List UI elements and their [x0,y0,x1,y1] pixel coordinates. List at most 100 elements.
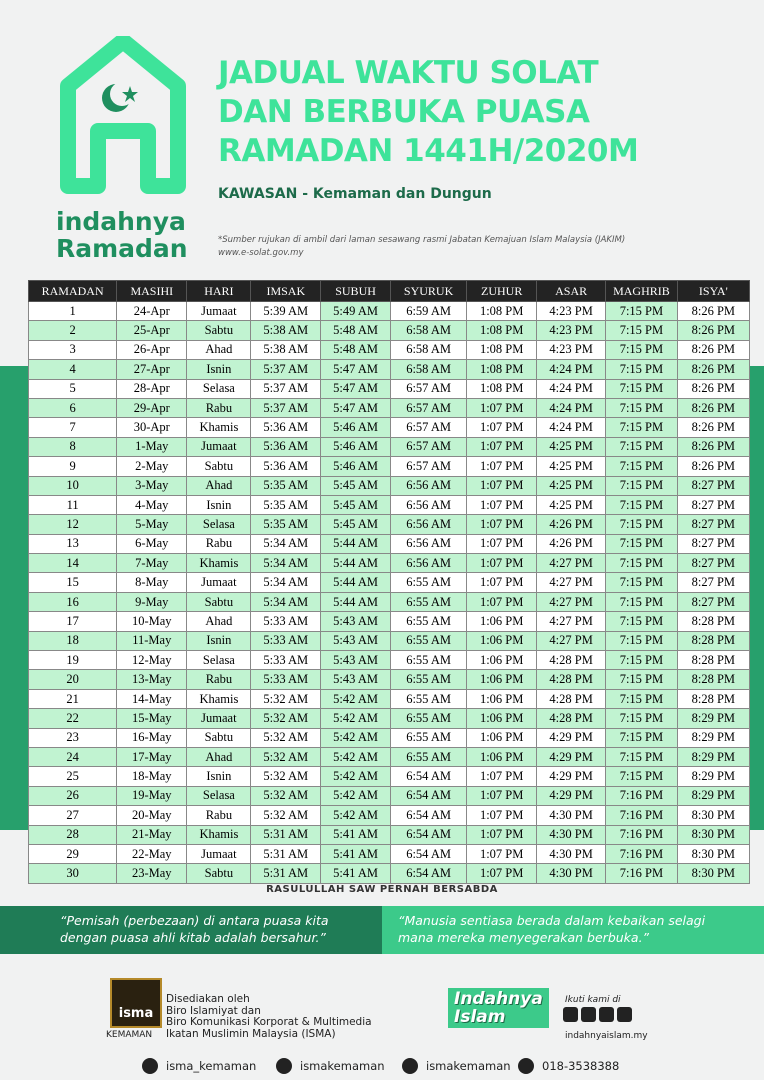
table-cell: 5:41 AM [320,863,392,884]
ramadan-logo [60,36,186,194]
table-cell: 8:29 PM [676,746,751,768]
table-cell: 7:15 PM [605,456,678,477]
table-cell: 8 [27,436,118,458]
table-cell: 6:55 AM [390,688,468,710]
table-cell: 7:15 PM [605,727,678,748]
table-cell: 7:15 PM [605,436,678,458]
header-row: RAMADAN MASIHI HARI IMSAK SUBUH SYURUK ZUHUR AS… [27,280,751,302]
social-handle: ismakemaman [300,1059,385,1073]
table-cell: 7:15 PM [605,688,678,710]
table-cell: 13-May [116,669,188,690]
table-cell: 8:26 PM [676,397,751,419]
table-cell: 6:55 AM [390,669,468,690]
table-cell: 4:27 PM [536,630,607,652]
table-cell: 4:23 PM [536,300,607,322]
table-row: 23 16-May Sabtu 5:32 AM 5:42 AM 6:55 AM 1:06 P… [27,727,751,748]
table-cell: 28-Apr [116,378,188,399]
table-cell: 4:26 PM [536,514,607,535]
table-cell: 6-May [116,533,188,555]
table-cell: 6:55 AM [390,611,468,632]
table-cell: 1:08 PM [466,378,538,399]
table-cell: 5:45 AM [320,475,392,496]
quote: “Pemisah (perbezaan) di antara puasa kit… [60,913,329,945]
table-cell: 8:28 PM [676,688,751,710]
table-row: 29 22-May Jumaat 5:31 AM 5:41 AM 6:54 AM 1:07 … [27,843,751,865]
table-cell: 8:28 PM [676,650,751,671]
table-cell: 1:07 PM [466,475,538,496]
table-cell: 4:28 PM [536,669,607,690]
prepared-line: Biro Komunikasi Korporat & Multimedia [166,1016,372,1028]
table-cell: 1:07 PM [466,785,538,807]
table-cell: 7:15 PM [605,591,678,613]
table-cell: 11 [27,494,118,516]
table-row: 3 26-Apr Ahad 5:38 AM 5:48 AM 6:58 AM 1:08 PM 4… [27,339,751,361]
table-cell: Jumaat [186,436,252,458]
table-cell: 4:27 PM [536,553,607,574]
table-cell: 11-May [116,630,188,652]
table-row: 14 7-May Khamis 5:34 AM 5:44 AM 6:56 AM 1:07 P… [27,553,751,574]
table-cell: 3 [27,339,118,361]
table-cell: 5:39 AM [250,300,322,322]
prepared-line: Ikatan Muslimin Malaysia (ISMA) [166,1027,336,1040]
social-icon [276,1058,292,1074]
table-cell: 8:26 PM [676,378,751,399]
table-cell: 4:25 PM [536,436,607,458]
table-cell: 6:55 AM [390,572,468,593]
note-line: www.e-solat.gov.my [218,248,304,258]
table-cell: 25 [27,766,118,787]
table-cell: 5:32 AM [250,785,322,807]
table-cell: 6 [27,397,118,419]
table-cell: 6:56 AM [390,494,468,516]
table-cell: 5:35 AM [250,475,322,496]
table-cell: 4:25 PM [536,456,607,477]
table-cell: 1:06 PM [466,669,538,690]
table-cell: 18 [27,630,118,652]
table-cell: 7:15 PM [605,378,678,399]
table-row: 28 21-May Khamis 5:31 AM 5:41 AM 6:54 AM 1:07 … [27,824,751,845]
table-cell: 5:37 AM [250,359,322,380]
table-cell: 4:23 PM [536,339,607,361]
social-icon [142,1058,158,1074]
social-handle: ismakemaman [426,1059,511,1073]
table-cell: Khamis [186,417,252,438]
table-cell: 5:43 AM [320,611,392,632]
table-cell: 8:30 PM [676,824,751,845]
social-icons [563,1007,632,1022]
table-cell: 4:28 PM [536,708,607,729]
table-cell: 26-Apr [116,339,188,361]
table-cell: 8:27 PM [676,475,751,496]
column-header: SYURUK [390,280,468,302]
table-cell: 5:36 AM [250,417,322,438]
table-cell: 8:29 PM [676,708,751,729]
table-cell: 29-Apr [116,397,188,419]
table-cell: 5:44 AM [320,533,392,555]
source-note: *Sumber rujukan di ambil dari laman sesa… [218,234,625,260]
table-cell: 4:24 PM [536,417,607,438]
table-cell: 10-May [116,611,188,632]
table-cell: 6:57 AM [390,456,468,477]
table-cell: 5:31 AM [250,863,322,884]
table-cell: 8-May [116,572,188,593]
table-cell: 5:33 AM [250,630,322,652]
table-cell: 7:15 PM [605,397,678,419]
table-cell: 12 [27,514,118,535]
table-cell: 8:27 PM [676,494,751,516]
table-cell: 7-May [116,553,188,574]
table-cell: 24 [27,746,118,768]
table-cell: 5:44 AM [320,553,392,574]
table-cell: 23 [27,727,118,748]
table-row: 8 1-May Jumaat 5:36 AM 5:46 AM 6:57 AM 1:07 PM… [27,436,751,458]
table-cell: Rabu [186,533,252,555]
table-cell: 7 [27,417,118,438]
table-cell: 7:15 PM [605,475,678,496]
table-cell: 9 [27,456,118,477]
table-cell: 1:07 PM [466,514,538,535]
table-cell: Isnin [186,630,252,652]
table-row: 24 17-May Ahad 5:32 AM 5:42 AM 6:55 AM 1:06 PM… [27,746,751,768]
table-cell: 6:57 AM [390,378,468,399]
hadith-heading: RASULULLAH SAW PERNAH BERSABDA [266,884,498,895]
table-cell: 5:47 AM [320,359,392,380]
table-cell: Ahad [186,339,252,361]
table-cell: 1:08 PM [466,300,538,322]
table-row: 5 28-Apr Selasa 5:37 AM 5:47 AM 6:57 AM 1:08 P… [27,378,751,399]
